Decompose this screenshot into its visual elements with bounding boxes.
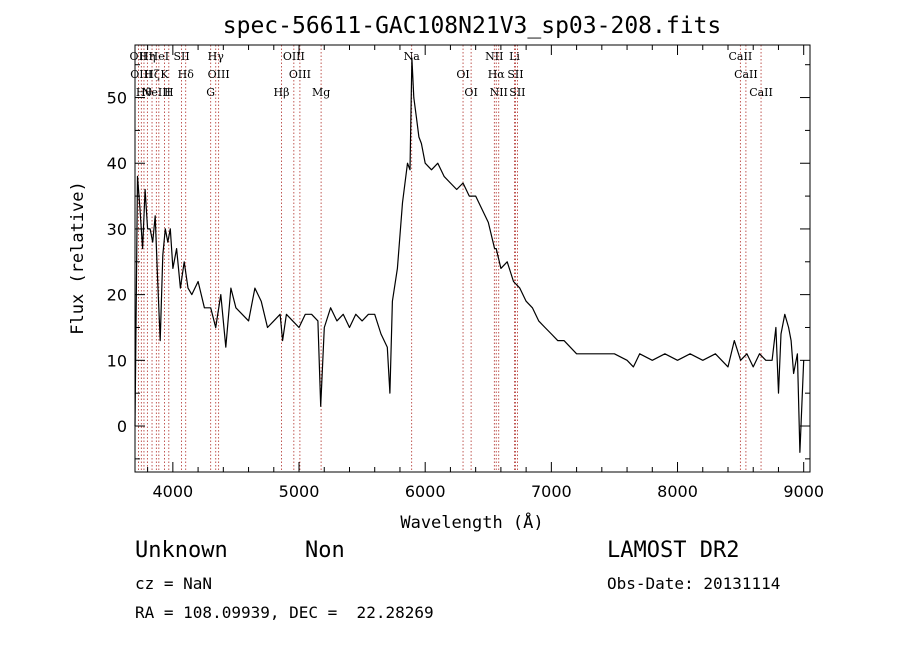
- line-marker-label: NII: [485, 50, 503, 63]
- line-marker-label: CaII: [729, 50, 753, 63]
- plot-frame: [134, 44, 811, 473]
- line-marker-label: Hη: [139, 50, 155, 63]
- chart-title: spec-56611-GAC108N21V3_sp03-208.fits: [223, 13, 722, 39]
- line-marker-label: Hγ: [208, 50, 225, 63]
- line-marker-label: OIII: [130, 68, 152, 81]
- x-tick-label: 7000: [531, 482, 572, 501]
- line-marker-label: OI: [464, 86, 477, 99]
- line-marker-label: Mg: [312, 86, 330, 99]
- line-marker-label: NII: [490, 86, 508, 99]
- x-tick-label: 6000: [405, 482, 446, 501]
- line-marker-label: Hθ: [136, 86, 153, 99]
- line-marker-label: CaII: [749, 86, 773, 99]
- y-tick-label: 50: [107, 89, 127, 108]
- y-axis-label: Flux (relative): [68, 181, 88, 335]
- line-marker-label: OIII: [208, 68, 230, 81]
- line-marker-label: SII: [173, 50, 189, 63]
- line-marker-label: K: [160, 68, 169, 81]
- observation-date: Obs-Date: 20131114: [607, 574, 781, 593]
- spectral-subclass: Non: [305, 538, 345, 563]
- x-tick-label: 5000: [279, 482, 320, 501]
- line-marker-label: HeI: [149, 50, 169, 63]
- line-marker-label: OIII: [289, 68, 311, 81]
- line-marker-label: SII: [507, 68, 523, 81]
- line-marker-label: OI: [456, 68, 469, 81]
- line-marker-label: Hζ: [144, 68, 160, 81]
- line-marker-label: Hβ: [274, 86, 290, 99]
- y-axis-ticks: 0 10 20 30 40 50: [107, 64, 810, 460]
- x-axis-label: Wavelength (Å): [400, 511, 543, 533]
- survey-name: LAMOST DR2: [607, 538, 740, 563]
- y-tick-label: 30: [107, 220, 127, 239]
- line-marker-label: OIII: [283, 50, 305, 63]
- spectral-class: Unknown: [135, 538, 228, 563]
- redshift-cz: cz = NaN: [135, 574, 213, 593]
- emission-line-markers: [138, 45, 762, 472]
- ra-dec-coordinates: RA = 108.09939, DEC = 22.28269: [135, 603, 434, 622]
- line-marker-label: CaII: [734, 68, 758, 81]
- emission-line-labels: OII OIII Hθ Hη Hζ NeIII HeI KH SII Hδ G Hγ OIII Hβ OII…: [130, 50, 773, 99]
- y-tick-label: 0: [117, 417, 127, 436]
- x-tick-label: 8000: [657, 482, 698, 501]
- line-marker-label: Hα: [488, 68, 506, 81]
- x-axis-ticks: 4000 5000 6000 7000 8000 9000: [147, 45, 824, 501]
- line-marker-label: NeIII: [142, 86, 171, 99]
- line-marker-label: Hδ: [178, 68, 195, 81]
- x-tick-label: 9000: [783, 482, 824, 501]
- y-tick-label: 40: [107, 154, 127, 173]
- spectrum-line: [134, 57, 805, 453]
- line-marker-label: G: [206, 86, 215, 99]
- y-tick-label: 20: [107, 286, 127, 305]
- x-tick-label: 4000: [152, 482, 193, 501]
- y-tick-label: 10: [107, 351, 127, 370]
- line-marker-label: Li: [509, 50, 520, 63]
- line-marker-label: Na: [404, 50, 421, 63]
- line-marker-label: H: [164, 86, 174, 99]
- line-marker-label: SII: [509, 86, 525, 99]
- line-marker-label: OII: [130, 50, 148, 63]
